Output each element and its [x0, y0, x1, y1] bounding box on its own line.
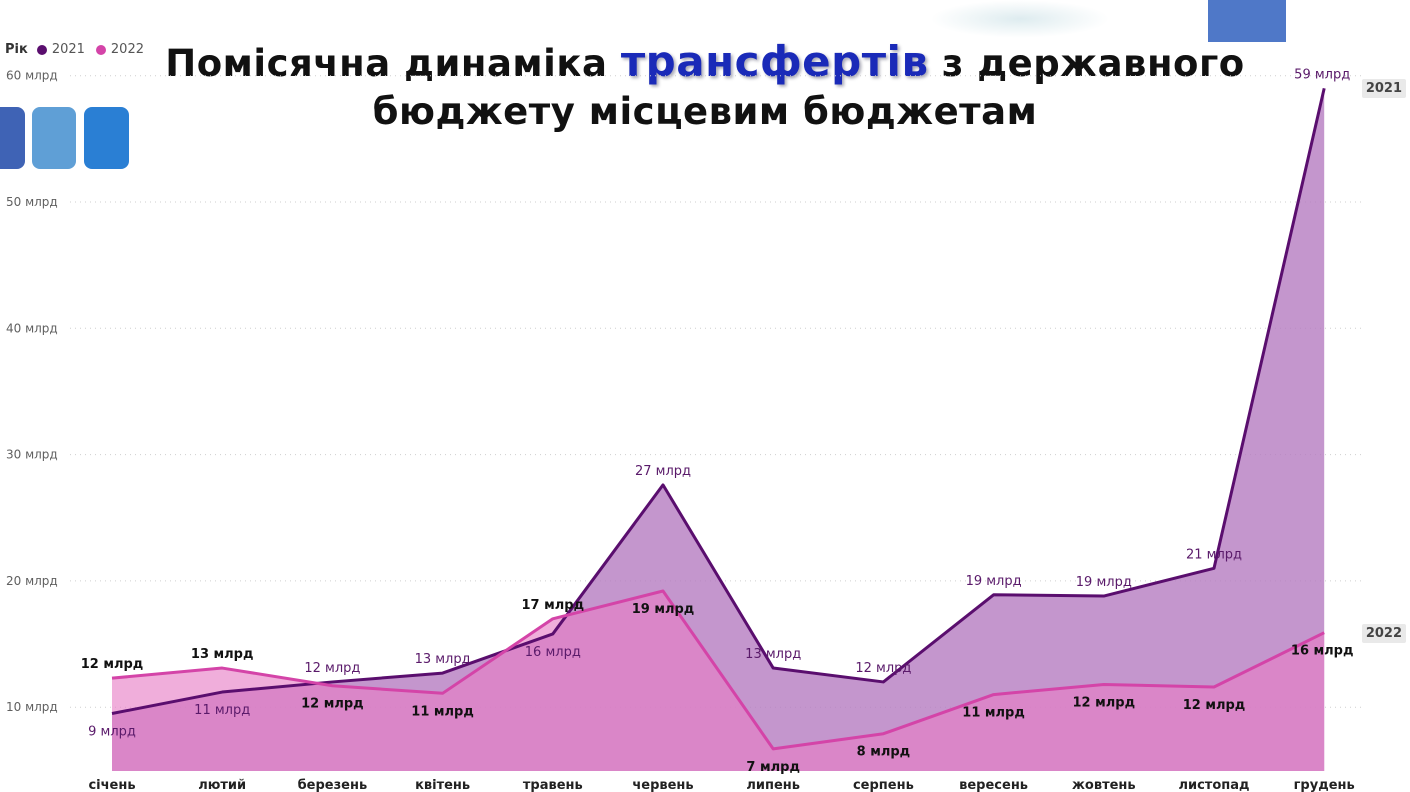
- data-label-2022: 17 млрд: [522, 598, 585, 613]
- data-label-2022: 13 млрд: [191, 647, 254, 662]
- x-tick-label: серпень: [853, 778, 914, 792]
- legend-label-2021: 2021: [51, 42, 85, 57]
- decor-tile-2: [32, 107, 76, 169]
- area-2021: [112, 88, 1325, 771]
- line-2021: [111, 87, 1326, 715]
- data-label-2021: 13 млрд: [415, 652, 471, 667]
- x-tick-label: січень: [88, 778, 135, 792]
- data-label-2021: 11 млрд: [194, 703, 250, 718]
- x-tick-label: жовтень: [1072, 778, 1136, 792]
- x-tick-label: березень: [298, 778, 368, 792]
- legend-dot-2022: [95, 44, 106, 55]
- data-label-2022: 16 млрд: [1291, 644, 1354, 659]
- x-tick-label: липень: [746, 778, 800, 792]
- y-tick-label: 50 млрд: [6, 195, 58, 209]
- x-tick-label: грудень: [1294, 778, 1355, 792]
- data-label-2021: 19 млрд: [966, 574, 1022, 589]
- title-part1: Помісячна динаміка: [165, 42, 621, 85]
- data-label-2021: 12 млрд: [304, 661, 360, 676]
- legend-title: Рік: [5, 42, 28, 57]
- data-label-2021: 19 млрд: [1076, 575, 1132, 590]
- title-accent: трансфертів: [620, 37, 929, 86]
- y-tick-label: 40 млрд: [6, 321, 58, 335]
- data-label-2022: 12 млрд: [81, 657, 144, 672]
- data-label-2022: 11 млрд: [411, 704, 474, 719]
- x-tick-label: листопад: [1178, 778, 1249, 792]
- data-label-2021: 16 млрд: [525, 645, 581, 660]
- x-tick-label: вересень: [959, 778, 1028, 792]
- data-label-2022: 12 млрд: [1183, 698, 1246, 713]
- data-label-2021: 21 млрд: [1186, 547, 1242, 562]
- data-label-2022: 8 млрд: [857, 745, 911, 760]
- decor-blue-rect: [1208, 0, 1286, 42]
- data-label-2021: 9 млрд: [88, 725, 136, 740]
- y-tick-label: 10 млрд: [6, 700, 58, 714]
- series-tag-2021: 2021: [1361, 79, 1406, 98]
- data-label-2022: 12 млрд: [301, 697, 364, 712]
- data-label-2021: 13 млрд: [745, 647, 801, 662]
- decor-tile-1: [0, 107, 25, 169]
- x-tick-label: квітень: [415, 778, 470, 792]
- x-tick-label: лютий: [198, 778, 246, 792]
- data-label-2022: 7 млрд: [746, 760, 800, 775]
- data-label-2021: 59 млрд: [1294, 67, 1350, 82]
- legend-label-2022: 2022: [110, 42, 144, 57]
- x-tick-label: червень: [632, 778, 693, 792]
- y-tick-label: 20 млрд: [6, 574, 58, 588]
- area-2022: [112, 591, 1325, 771]
- chart-legend: Рік 2021 2022: [5, 42, 144, 57]
- decor-glow: [930, 0, 1110, 38]
- series-tag-2022: 2022: [1361, 624, 1406, 643]
- x-tick-label: травень: [523, 778, 583, 792]
- data-label-2021: 27 млрд: [635, 464, 691, 479]
- data-label-2022: 19 млрд: [632, 602, 695, 617]
- page-title: Помісячна динаміка трансфертів з державн…: [150, 38, 1260, 136]
- data-label-2022: 11 млрд: [962, 706, 1025, 721]
- data-label-2022: 12 млрд: [1073, 695, 1136, 710]
- data-label-2021: 12 млрд: [855, 661, 911, 676]
- decor-tile-3: [84, 107, 129, 169]
- line-2022: [111, 589, 1325, 751]
- legend-dot-2021: [36, 44, 47, 55]
- y-tick-label: 30 млрд: [6, 448, 58, 462]
- y-tick-label: 60 млрд: [6, 69, 58, 83]
